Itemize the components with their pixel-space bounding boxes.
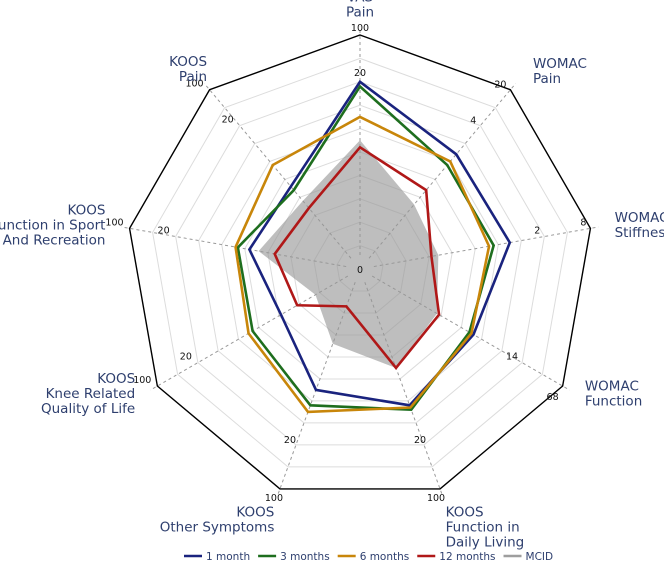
tick-label: 20 (284, 435, 296, 446)
tick-label: 8 (580, 217, 586, 228)
label-layer: 0 100 20 20 4 8 2 68 14 100 20 100 20 100 20 100 20 100 20… (0, 0, 664, 550)
tick-label: 20 (414, 435, 426, 446)
legend-label: MCID (526, 551, 554, 563)
tick-label: 20 (494, 80, 506, 91)
axis-label: KOOS Function in Sport And Recreation (0, 203, 105, 249)
tick-label: 100 (105, 217, 123, 228)
series-6-months (234, 115, 491, 414)
axis-label: KOOS Pain (169, 54, 207, 85)
grid-ring (175, 81, 545, 446)
grid-ring (221, 128, 499, 402)
legend-label: 3 months (280, 551, 330, 563)
tick-label: 100 (265, 493, 283, 504)
legend: 1 month 3 months 6 months 12 months MCID (184, 551, 553, 563)
axis-label: WOMAC Pain (533, 56, 587, 87)
tick-label: 20 (354, 68, 366, 79)
legend-label: 12 months (439, 551, 495, 563)
axis-label: KOOS Function in Daily Living (446, 504, 525, 550)
tick-label: 4 (470, 116, 476, 127)
tick-label: 100 (185, 79, 203, 90)
mcid-layer (258, 140, 439, 368)
legend-label: 1 month (206, 551, 250, 563)
tick-label: 100 (133, 375, 151, 386)
grid-ring (152, 57, 568, 468)
series-12-months (273, 145, 441, 371)
axis-label: KOOS Knee Related Quality of Life (41, 371, 135, 417)
axis-label: WOMACStiffness (615, 210, 664, 241)
tick-label: 20 (180, 352, 192, 363)
series-1-month (247, 79, 512, 407)
tick-label: 100 (427, 493, 445, 504)
axis-label: KOOS Other Symptoms (160, 504, 275, 535)
grid-ring (198, 104, 522, 424)
axis-label: WOMAC Function (585, 379, 642, 410)
series-layer (234, 79, 512, 414)
center-label: 0 (357, 265, 363, 276)
tick-label: 20 (222, 115, 234, 126)
tick-label: 68 (547, 392, 559, 403)
outer-ring (128, 34, 592, 490)
grid-ring (244, 151, 476, 380)
axis-label: VASPain (346, 0, 374, 21)
tick-label: 14 (506, 352, 518, 363)
series-mcid (258, 140, 439, 368)
legend-label: 6 months (360, 551, 410, 563)
tick-label: 2 (534, 225, 540, 236)
tick-label: 100 (351, 23, 369, 34)
tick-label: 20 (158, 225, 170, 236)
